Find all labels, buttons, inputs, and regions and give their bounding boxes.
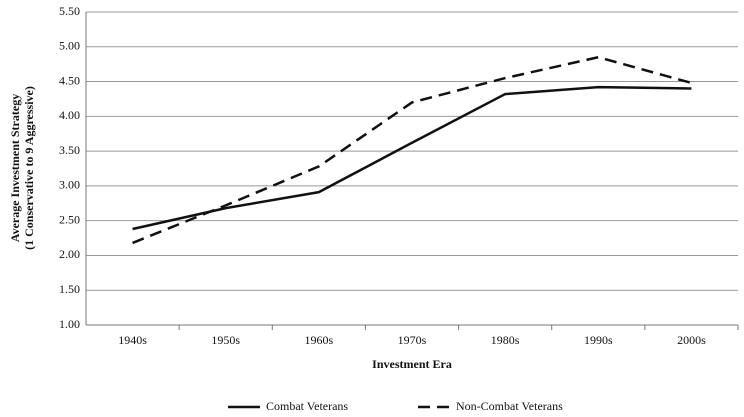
y-tick-label: 3.00 — [59, 178, 80, 192]
y-tick-label: 5.00 — [59, 39, 80, 53]
y-tick-label: 2.00 — [59, 247, 80, 261]
series-line — [132, 55, 692, 245]
y-axis-subtitle: (1 Conservative to 9 Aggressive) — [22, 86, 36, 250]
y-tick-label: 3.50 — [59, 143, 80, 157]
series-line — [132, 85, 692, 231]
y-tick-label: 4.50 — [59, 73, 80, 87]
x-tick-label: 1990s — [584, 333, 613, 347]
x-tick-label: 1950s — [211, 333, 240, 347]
y-tick-label: 1.50 — [59, 282, 80, 296]
x-tick-label: 1960s — [305, 333, 334, 347]
x-tick-label: 2000s — [677, 333, 706, 347]
y-tick-label: 1.00 — [59, 317, 80, 331]
y-tick-label: 4.00 — [59, 108, 80, 122]
x-tick-label: 1940s — [118, 333, 147, 347]
legend-label: Non-Combat Veterans — [456, 399, 563, 413]
x-tick-label: 1980s — [491, 333, 520, 347]
x-tick-label: 1970s — [398, 333, 427, 347]
y-axis-title: Average Investment Strategy — [8, 94, 22, 242]
y-tick-label: 5.50 — [59, 4, 80, 18]
y-tick-label: 2.50 — [59, 212, 80, 226]
x-axis-title: Investment Era — [372, 357, 452, 371]
legend-label: Combat Veterans — [266, 399, 348, 413]
